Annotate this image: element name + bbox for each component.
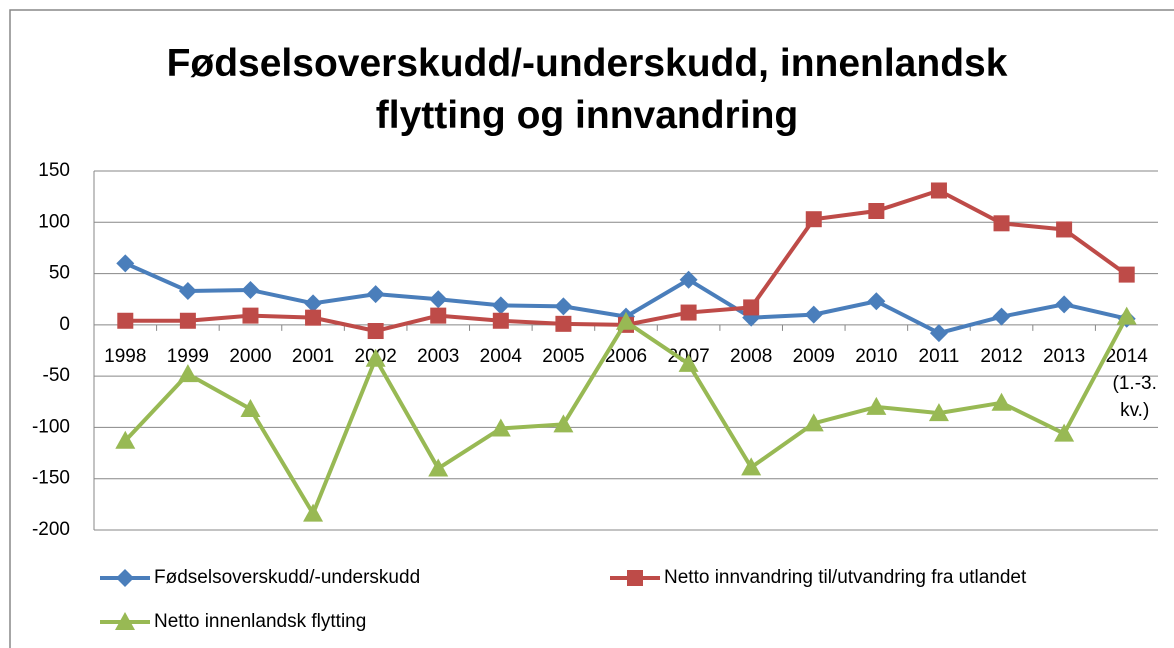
x-tick-label: 2001 <box>292 346 334 367</box>
x-tick-label: 2011 <box>919 346 960 367</box>
data-point <box>743 299 760 316</box>
data-point <box>429 290 448 309</box>
data-point <box>305 309 322 326</box>
x-tick-label: 1999 <box>167 346 209 367</box>
data-point <box>993 215 1010 232</box>
x-tick-label: 2012 <box>980 346 1022 367</box>
data-point <box>803 413 824 432</box>
data-point <box>116 254 135 273</box>
y-tick-label: 50 <box>49 263 70 284</box>
x-tick-label: 2004 <box>480 346 523 367</box>
data-point <box>178 282 197 301</box>
legend-label: Fødselsoverskudd/-underskudd <box>154 567 420 588</box>
data-point <box>866 396 887 415</box>
y-tick-label: -50 <box>43 365 70 386</box>
x-tick-label: 2009 <box>793 346 835 367</box>
data-point <box>304 294 323 313</box>
data-point <box>179 312 196 329</box>
y-tick-label: -100 <box>32 416 70 437</box>
x-tick-label: 2006 <box>605 346 647 367</box>
x-tick-label: 1998 <box>104 346 146 367</box>
data-point <box>490 418 511 437</box>
data-point <box>678 353 699 372</box>
data-point <box>1118 266 1135 283</box>
legend-marker <box>116 569 134 587</box>
data-point <box>366 285 385 304</box>
data-point <box>868 203 885 220</box>
data-point <box>242 307 259 324</box>
x-tick-label: 2008 <box>730 346 772 367</box>
x-tick-label: 2005 <box>542 346 584 367</box>
data-point <box>117 312 134 329</box>
data-point <box>367 323 384 340</box>
data-point <box>991 392 1012 411</box>
y-tick-label: -150 <box>32 468 70 489</box>
data-point <box>680 304 697 321</box>
x-tick-label: 2013 <box>1043 346 1085 367</box>
data-point <box>240 398 261 417</box>
data-point <box>928 403 949 422</box>
data-point <box>177 364 198 383</box>
x-tick-label: 2000 <box>229 346 271 367</box>
legend-label: Netto innenlandsk flytting <box>154 611 366 632</box>
legend-label: Netto innvandring til/utvandring fra utl… <box>664 567 1027 588</box>
data-point <box>805 211 822 228</box>
data-point <box>1056 221 1073 238</box>
data-point <box>555 315 572 332</box>
y-tick-label: 100 <box>38 211 70 232</box>
legend-marker <box>627 570 643 586</box>
chart-title: Fødselsoverskudd/-underskudd, innenlands… <box>166 42 1008 137</box>
y-tick-label: 0 <box>59 314 70 335</box>
y-tick-label: 150 <box>38 160 70 181</box>
x-tick-label-line: kv.) <box>1120 400 1149 421</box>
data-point <box>804 305 823 324</box>
data-point <box>1055 295 1074 314</box>
data-point <box>365 348 386 367</box>
data-point <box>741 457 762 476</box>
x-tick-label: 2003 <box>417 346 459 367</box>
data-point <box>867 292 886 311</box>
data-point <box>992 307 1011 326</box>
data-point <box>616 311 636 330</box>
data-point <box>303 503 324 522</box>
data-point <box>1116 306 1137 325</box>
data-point <box>115 430 136 449</box>
legend-marker <box>115 612 135 630</box>
x-tick-label: 2014 (1.-3. kv.) <box>1106 346 1157 421</box>
data-point <box>428 458 449 477</box>
data-point <box>430 307 447 324</box>
x-tick-label-line: (1.-3. <box>1113 373 1157 394</box>
x-tick-label-line: 2014 <box>1106 346 1149 367</box>
x-tick-label: 2010 <box>855 346 897 367</box>
y-tick-label: -200 <box>32 519 70 540</box>
data-point <box>930 182 947 199</box>
chart-border <box>9 9 1174 648</box>
data-point <box>553 414 574 433</box>
data-point <box>1054 423 1075 442</box>
data-point <box>554 297 573 316</box>
data-point <box>679 270 698 289</box>
data-point <box>491 296 510 315</box>
data-point <box>241 280 260 299</box>
data-point <box>929 324 948 343</box>
data-point <box>492 312 509 329</box>
